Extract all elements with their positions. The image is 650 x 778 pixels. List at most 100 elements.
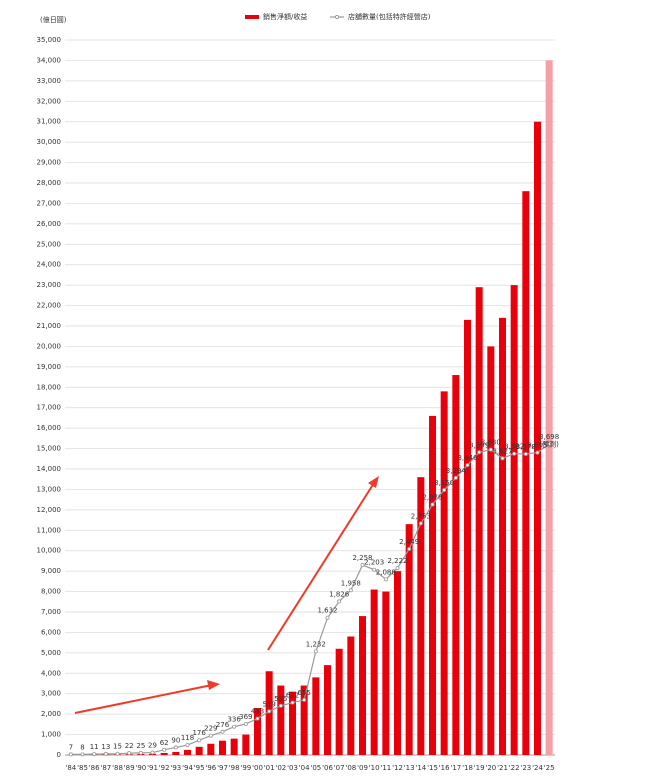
data-label: 433: [251, 708, 264, 716]
x-tick-label: '04: [299, 764, 310, 772]
line-point: [162, 747, 167, 752]
bar: [394, 571, 401, 755]
line-point: [115, 751, 120, 756]
line-point: [442, 488, 447, 493]
data-label: 3,150: [434, 479, 454, 487]
x-tick-label: '90: [135, 764, 146, 772]
line-point: [395, 566, 400, 571]
data-label: 3,294: [446, 467, 467, 475]
bar: [440, 391, 448, 755]
x-tick-label: '88: [112, 764, 123, 772]
line-point: [430, 502, 435, 507]
x-tick-label: '95: [194, 764, 205, 772]
y-tick-label: 9,000: [41, 567, 61, 575]
line-point: [360, 563, 365, 568]
x-tick-label: '99: [240, 764, 251, 772]
x-tick-label: '01: [264, 764, 275, 772]
bar: [429, 415, 436, 755]
line-point: [80, 752, 85, 757]
y-tick-label: 34,000: [37, 56, 62, 64]
bar: [452, 375, 460, 755]
data-label: 7: [69, 743, 73, 751]
line-point: [138, 750, 143, 755]
bar: [324, 665, 331, 755]
line-point: [150, 750, 155, 755]
bar: [359, 616, 366, 755]
y-tick-label: 32,000: [37, 97, 62, 105]
line-point: [185, 743, 190, 748]
bar: [219, 740, 226, 755]
bar: [172, 751, 180, 755]
data-label: 3,527: [492, 447, 512, 455]
y-tick-label: 5,000: [41, 649, 61, 657]
line-point: [325, 615, 330, 620]
legend-label: 銷售淨額/收益: [263, 12, 307, 21]
x-tick-label: '15: [427, 764, 438, 772]
line-point: [68, 752, 73, 757]
data-label: 2,088: [376, 568, 396, 576]
line-point: [173, 745, 178, 750]
x-tick-label: '08: [345, 764, 356, 772]
bar: [545, 60, 553, 755]
line-point: [302, 697, 307, 702]
line-point: [208, 733, 213, 738]
x-tick-label: '09: [357, 764, 368, 772]
data-label: 3,595: [527, 442, 547, 450]
line-point: [465, 463, 470, 468]
line-point: [488, 447, 493, 452]
data-label: 1,232: [306, 640, 326, 648]
data-label: 62: [160, 739, 169, 747]
line-point: [92, 752, 97, 757]
data-label: 25: [136, 742, 145, 750]
data-label: 3,599: [469, 441, 489, 449]
bar: [370, 589, 378, 755]
y-tick-label: 26,000: [37, 220, 62, 228]
y-tick-label: 1,000: [41, 731, 61, 739]
x-tick-label: '13: [404, 764, 415, 772]
data-label: 655: [297, 689, 310, 697]
bar: [277, 685, 285, 755]
x-tick-label: '23: [520, 764, 531, 772]
data-label: 2,203: [364, 559, 384, 567]
x-tick-label: '25: [544, 764, 555, 772]
data-label: 369: [239, 713, 252, 721]
bar: [335, 648, 343, 755]
bar: [289, 691, 296, 755]
bar: [300, 685, 308, 755]
data-label: 13: [101, 743, 110, 751]
data-label: 11: [90, 743, 99, 751]
y-tick-label: 19,000: [37, 363, 62, 371]
line-point: [535, 450, 540, 455]
data-label: 90: [171, 736, 180, 744]
x-tick-label: '00: [252, 764, 263, 772]
y-tick-label: 15,000: [37, 445, 62, 453]
x-tick-label: '06: [322, 764, 333, 772]
y-tick-label: 27,000: [37, 199, 62, 207]
line-point: [453, 475, 458, 480]
x-tick-label: '89: [124, 764, 135, 772]
line-point: [523, 452, 528, 457]
data-label: 3,630: [481, 439, 501, 447]
x-tick-label: '93: [170, 764, 181, 772]
y-tick-label: 20,000: [37, 342, 62, 350]
arrow: [74, 684, 213, 714]
y-tick-label: 30,000: [37, 138, 62, 146]
line-point: [197, 738, 202, 743]
x-tick-label: '14: [415, 764, 426, 772]
bar: [475, 287, 483, 755]
plot: 0 1,000 2,000 3,000 4,000 5,000 6,000 7,000 8,00…: [37, 36, 560, 772]
x-tick-label: '98: [229, 764, 240, 772]
bar: [510, 285, 518, 755]
data-label: 2,222: [387, 557, 407, 565]
bar: [405, 524, 413, 755]
data-label: 2,753: [411, 512, 431, 520]
data-label: 2,978: [422, 493, 442, 501]
y-tick-label: 11,000: [37, 526, 62, 534]
bar: [464, 319, 471, 755]
line-point: [418, 521, 423, 526]
y-tick-label: 10,000: [37, 547, 62, 555]
data-label: 585: [274, 695, 287, 703]
bar: [499, 317, 506, 755]
data-label: 622: [286, 692, 299, 700]
y-tick-label: 25,000: [37, 240, 62, 248]
